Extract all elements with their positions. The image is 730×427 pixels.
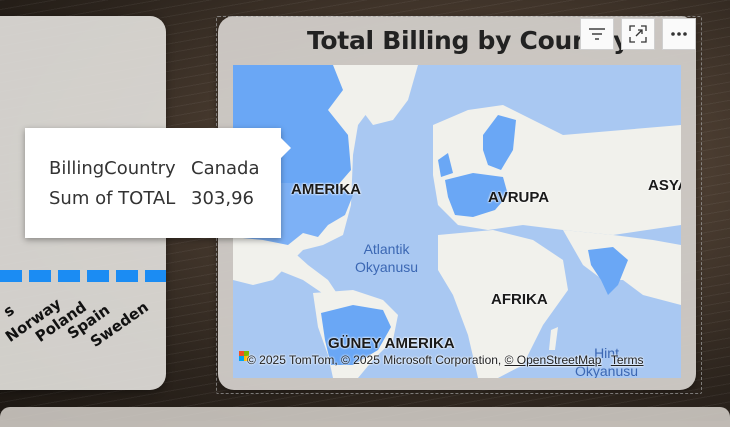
more-options-icon	[671, 32, 687, 36]
atlantic-ocean-label: Atlantik Okyanusu	[355, 241, 419, 275]
copyright-text: © 2025 TomTom, © 2025 Microsoft Corporat…	[247, 353, 502, 367]
central-america-land	[243, 245, 338, 297]
bar-mark[interactable]	[145, 270, 166, 282]
greenland-land	[343, 65, 418, 125]
bottom-card-edge	[0, 407, 730, 427]
terms-link[interactable]: Terms	[610, 353, 644, 367]
tooltip-value: Canada	[191, 158, 260, 179]
map-tooltip: BillingCountry Canada Sum of TOTAL 303,96	[25, 128, 291, 238]
filter-button[interactable]	[580, 18, 614, 50]
scandinavia-region	[483, 115, 516, 170]
western-europe-region	[445, 173, 508, 217]
filter-icon	[589, 28, 605, 40]
bar-mark[interactable]	[116, 270, 138, 282]
madagascar-land	[549, 327, 558, 350]
x-tick-label: s	[0, 300, 18, 321]
world-map-icon	[233, 65, 681, 378]
africa-label: AFRIKA	[491, 291, 548, 308]
south-america-label: GÜNEY AMERIKA	[328, 335, 455, 352]
tooltip-row: BillingCountry Canada	[49, 158, 260, 179]
openstreetmap-link[interactable]: © OpenStreetMap	[504, 353, 602, 367]
tooltip-key: BillingCountry	[49, 158, 176, 179]
bar-series-row	[0, 254, 166, 284]
uk-region	[438, 153, 453, 177]
europe-label: AVRUPA	[488, 189, 550, 206]
north-america-label: AMERIKA	[291, 181, 361, 198]
indian-ocean-label: Hint Okyanusu	[575, 345, 639, 378]
africa-land	[438, 230, 568, 378]
map-title: Total Billing by Country	[307, 26, 630, 55]
focus-mode-button[interactable]	[621, 18, 655, 50]
more-options-button[interactable]	[662, 18, 696, 50]
bar-mark[interactable]	[29, 270, 51, 282]
map-copyright: © 2025 TomTom, © 2025 Microsoft Corporat…	[247, 353, 644, 367]
tooltip-value: 303,96	[191, 188, 254, 209]
tooltip-key: Sum of TOTAL	[49, 188, 176, 209]
tooltip-row: Sum of TOTAL 303,96	[49, 188, 254, 209]
bar-mark[interactable]	[58, 270, 80, 282]
bar-mark[interactable]	[87, 270, 109, 282]
india-region	[588, 247, 628, 295]
brazil-region	[321, 305, 391, 365]
focus-mode-icon	[629, 25, 647, 43]
bar-mark[interactable]	[0, 270, 22, 282]
microsoft-logo-icon	[239, 351, 249, 361]
